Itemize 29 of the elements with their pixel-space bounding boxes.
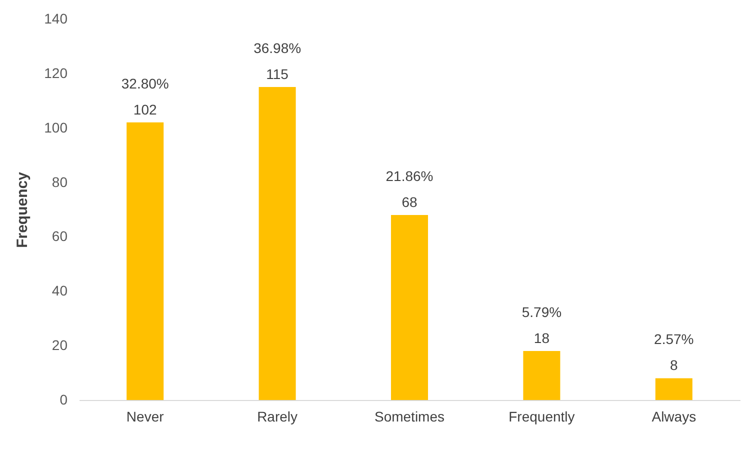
- data-label: 102: [133, 101, 157, 118]
- bar: [655, 378, 692, 400]
- data-label: 18: [534, 330, 550, 346]
- y-tick-label: 100: [44, 119, 68, 136]
- y-axis-title: Frequency: [14, 171, 32, 248]
- annotation: 32.80%: [121, 75, 169, 92]
- y-tick-label: 140: [44, 10, 68, 26]
- y-tick-label: 60: [52, 228, 68, 244]
- y-tick-label: 20: [52, 337, 68, 354]
- y-tick-label: 120: [44, 64, 68, 81]
- data-label: 68: [402, 194, 418, 210]
- annotation: 2.57%: [654, 331, 694, 348]
- data-label: 115: [266, 66, 289, 82]
- bar: [126, 122, 164, 400]
- x-tick-label: Never: [126, 408, 164, 424]
- bar: [258, 87, 296, 400]
- y-tick-label: 80: [52, 174, 68, 190]
- data-label: 8: [670, 357, 678, 374]
- bar: [523, 351, 560, 400]
- x-tick-label: Frequently: [508, 408, 575, 424]
- y-tick-label: 0: [60, 392, 68, 408]
- y-tick-label: 40: [52, 282, 68, 299]
- x-tick-label: Sometimes: [374, 408, 445, 424]
- annotation: 36.98%: [254, 40, 302, 56]
- annotation: 5.79%: [522, 304, 562, 320]
- x-tick-label: Always: [652, 408, 696, 424]
- x-tick-label: Rarely: [257, 408, 298, 424]
- bar: [390, 214, 428, 400]
- annotation: 21.86%: [386, 168, 434, 184]
